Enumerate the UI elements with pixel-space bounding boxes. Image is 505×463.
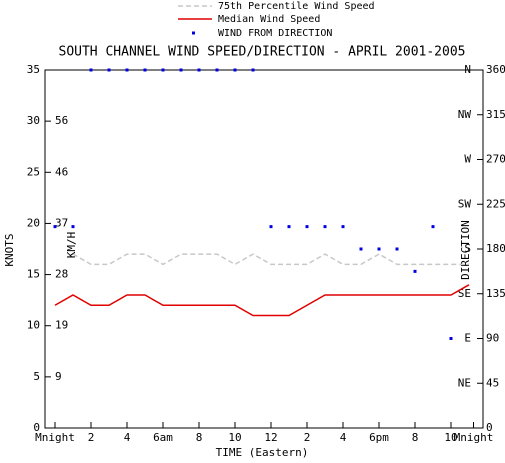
- x-tick-label: 4: [340, 431, 347, 444]
- x-tick-label: 8: [196, 431, 203, 444]
- y2-tick-label: 360: [486, 63, 505, 76]
- direction-point: [413, 269, 417, 273]
- x-tick-label: 8: [412, 431, 419, 444]
- chart-title: SOUTH CHANNEL WIND SPEED/DIRECTION - APR…: [59, 45, 466, 60]
- direction-point: [143, 68, 147, 72]
- x-tick-label: 2: [304, 431, 311, 444]
- y2-tick-label: 45: [486, 376, 499, 389]
- y-tick-label: 25: [27, 165, 40, 178]
- x-tick-label: 2: [88, 431, 95, 444]
- direction-point: [89, 68, 93, 72]
- y-inner-tick-label: 19: [55, 319, 68, 332]
- direction-point: [107, 68, 111, 72]
- y2-inner-tick-label: S: [464, 242, 471, 255]
- direction-point: [449, 337, 453, 340]
- legend-swatch: [192, 31, 195, 35]
- direction-point: [269, 225, 273, 229]
- y2-inner-tick-label: NW: [458, 108, 472, 121]
- x-tick-label: 10: [444, 431, 457, 444]
- direction-point: [377, 247, 381, 251]
- y-tick-label: 10: [27, 319, 40, 332]
- direction-point: [431, 225, 435, 229]
- y2-tick-label: 225: [486, 197, 505, 210]
- legend-label: 75th Percentile Wind Speed: [218, 1, 375, 12]
- y-tick-label: 15: [27, 268, 40, 281]
- y-axis-label: KNOTS: [3, 233, 16, 266]
- legend-label: Median Wind Speed: [218, 14, 320, 25]
- y-inner-tick-label: 28: [55, 268, 68, 281]
- y-inner-tick-label: 9: [55, 370, 62, 383]
- y2-inner-tick-label: SW: [458, 197, 472, 210]
- direction-point: [323, 225, 327, 229]
- y2-tick-label: 90: [486, 332, 499, 345]
- direction-point: [179, 68, 183, 72]
- direction-point: [53, 225, 57, 229]
- direction-point: [251, 68, 255, 72]
- x-tick-label: 6pm: [369, 431, 389, 444]
- direction-point: [341, 225, 345, 229]
- y-inner-label: KM/H: [65, 232, 78, 259]
- direction-point: [125, 68, 129, 72]
- direction-point: [233, 68, 237, 72]
- x-tick-label: 4: [124, 431, 131, 444]
- y2-tick-label: 270: [486, 153, 505, 166]
- y2-tick-label: 0: [486, 421, 493, 434]
- y2-inner-tick-label: N: [464, 63, 471, 76]
- y2-inner-tick-label: E: [464, 332, 471, 345]
- direction-point: [71, 225, 75, 229]
- x-axis-label: TIME (Eastern): [216, 446, 309, 459]
- direction-point: [161, 68, 165, 72]
- y-tick-label: 20: [27, 216, 40, 229]
- direction-point: [197, 68, 201, 72]
- y-inner-tick-label: 56: [55, 114, 68, 127]
- series-line: [54, 284, 470, 317]
- y2-inner-tick-label: SE: [458, 287, 471, 300]
- y2-tick-label: 180: [486, 242, 505, 255]
- direction-point: [287, 225, 291, 229]
- y-tick-label: 5: [33, 370, 40, 383]
- direction-point: [395, 247, 399, 251]
- y2-tick-label: 135: [486, 287, 505, 300]
- direction-point: [215, 68, 219, 72]
- direction-point: [305, 225, 309, 229]
- x-tick-label: 6am: [153, 431, 173, 444]
- plot-frame: [44, 69, 484, 429]
- x-tick-label: 10: [228, 431, 241, 444]
- x-tick-label: Mnight: [454, 431, 494, 444]
- y2-inner-tick-label: W: [464, 153, 471, 166]
- y-inner-tick-label: 46: [55, 165, 68, 178]
- y2-tick-label: 315: [486, 108, 505, 121]
- y-tick-label: 30: [27, 114, 40, 127]
- y-tick-label: 0: [33, 421, 40, 434]
- y-tick-label: 35: [27, 63, 40, 76]
- direction-point: [359, 247, 363, 251]
- series-line: [72, 253, 469, 266]
- y-inner-tick-label: 37: [55, 216, 68, 229]
- legend-label: WIND FROM DIRECTION: [218, 28, 332, 39]
- x-tick-label: 12: [264, 431, 277, 444]
- y2-inner-tick-label: NE: [458, 376, 471, 389]
- x-tick-label: Mnight: [35, 431, 75, 444]
